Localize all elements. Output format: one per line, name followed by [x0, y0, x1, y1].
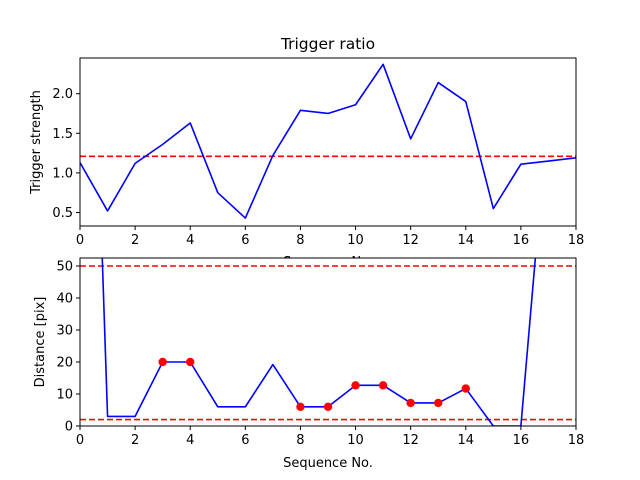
- bottom-x-ticks: 0 2 4 6 8 10 12 14 16 18: [76, 426, 584, 448]
- data-point-marker: [296, 402, 305, 411]
- x-tick-label: 16: [513, 233, 530, 248]
- y-tick-label: 40: [56, 292, 73, 307]
- x-tick-label: 0: [76, 433, 84, 448]
- series-line: [80, 63, 576, 219]
- y-tick-label: 1.5: [52, 127, 73, 142]
- x-tick-label: 8: [296, 233, 304, 248]
- top-plot-area: 0 2 4 6 8 10 12 14 16 18 0.5 1.0 1.5 2.0: [52, 57, 584, 248]
- bottom-y-ticks: 0 10 20 30 40 50: [56, 260, 80, 435]
- x-tick-label: 12: [402, 433, 419, 448]
- data-point-marker: [406, 398, 415, 408]
- x-tick-label: 16: [513, 433, 530, 448]
- x-tick-label: 6: [241, 233, 249, 248]
- data-point-marker: [434, 398, 443, 408]
- top-x-ticks: 0 2 4 6 8 10 12 14 16 18: [76, 226, 584, 248]
- top-y-ticks: 0.5 1.0 1.5 2.0: [52, 87, 80, 221]
- top-axes-frame: [79, 57, 577, 227]
- bottom-plot-area: 0 2 4 6 8 10 12 14 16 18 0 10 20 30 40 50: [56, 257, 584, 448]
- top-y-axis-label: Trigger strength: [29, 90, 44, 195]
- y-tick-label: 50: [56, 260, 73, 275]
- bottom-y-axis-label: Distance [pix]: [33, 297, 48, 388]
- bottom-axes-frame: [79, 257, 577, 427]
- bottom-reference-lines: [80, 265, 576, 421]
- x-tick-label: 12: [402, 233, 419, 248]
- x-tick-label: 14: [458, 433, 475, 448]
- x-tick-label: 2: [131, 433, 139, 448]
- data-point-marker: [378, 381, 388, 390]
- y-tick-label: 0.5: [52, 206, 73, 221]
- x-tick-label: 18: [568, 433, 585, 448]
- x-tick-label: 4: [186, 233, 194, 248]
- y-tick-label: 0: [65, 420, 73, 435]
- x-tick-label: 10: [347, 233, 364, 248]
- bottom-x-axis-label: Sequence No.: [283, 456, 373, 471]
- y-tick-label: 20: [56, 356, 73, 371]
- bottom-chart: 0 2 4 6 8 10 12 14 16 18 0 10 20 30 40 50 Sequence No.…: [33, 257, 584, 471]
- y-tick-label: 30: [56, 324, 73, 339]
- bottom-markers-group: [158, 357, 470, 411]
- x-tick-label: 4: [186, 433, 194, 448]
- x-tick-label: 2: [131, 233, 139, 248]
- top-chart-title: Trigger ratio: [280, 35, 375, 53]
- y-tick-label: 2.0: [52, 87, 73, 102]
- data-point-marker: [351, 381, 360, 390]
- data-point-marker: [158, 357, 167, 367]
- x-tick-label: 6: [241, 433, 249, 448]
- bottom-plot-background: [80, 258, 576, 426]
- x-tick-label: 0: [76, 233, 84, 248]
- data-point-marker: [323, 402, 333, 411]
- x-tick-label: 10: [347, 433, 364, 448]
- top-series-group: [80, 63, 576, 219]
- x-tick-label: 8: [296, 433, 304, 448]
- y-tick-label: 10: [56, 388, 73, 403]
- y-tick-label: 1.0: [52, 166, 73, 181]
- data-point-marker: [186, 357, 195, 367]
- data-point-marker: [461, 384, 470, 393]
- x-tick-label: 18: [568, 233, 585, 248]
- x-tick-label: 14: [458, 233, 475, 248]
